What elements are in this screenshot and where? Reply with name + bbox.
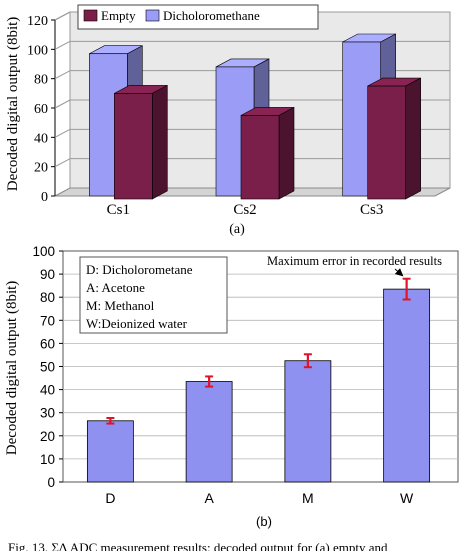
- errorbar-b-m: [303, 353, 312, 369]
- chart-b-ytick-label: 90: [40, 267, 55, 282]
- chart-b-xtick-label: D: [105, 490, 115, 506]
- chart-a-gridline-diag: [54, 158, 71, 168]
- chart-b-ytick-label: 30: [40, 406, 55, 421]
- legend-entry-w: W:Deionized water: [86, 316, 188, 331]
- bar-b-d: [86, 420, 134, 483]
- chart-a-ytick-label: 20: [34, 161, 48, 176]
- chart-a-ylabel: Decoded digital output (8bit): [5, 17, 21, 192]
- chart-a-panel-label: (a): [229, 222, 245, 237]
- chart-b: 0 10 20 30 40 50 60 70 80 90 100 D A M W Decoded digi…: [4, 244, 459, 529]
- bar-b-m: [284, 360, 332, 483]
- chart-b-ytick-label: 60: [40, 336, 55, 351]
- chart-a-ytick-label: 100: [27, 43, 48, 58]
- chart-b-legend: D: Dicholorometane A: Acetone M: Methano…: [79, 256, 228, 334]
- chart-b-ytick-label: 10: [40, 452, 55, 467]
- legend-swatch-dicholoromethane: [145, 9, 160, 22]
- bar-a-cs2-empty-side: [278, 106, 295, 200]
- chart-a-ytick-label: 40: [34, 131, 48, 146]
- chart-a-ytick-label: 0: [41, 190, 48, 205]
- bar-b-a: [185, 381, 233, 483]
- bar-a-cs3-empty-side: [405, 77, 421, 200]
- chart-b-ylabel: Decoded digital output (8bit): [4, 281, 20, 456]
- bar-a-cs3-empty: [367, 85, 406, 200]
- legend-entry-a: A: Acetone: [86, 280, 145, 295]
- bar-a-cs2-empty: [240, 115, 280, 200]
- annotation-max-error: Maximum error in recorded results: [267, 254, 442, 268]
- errorbar-b-w: [402, 277, 411, 301]
- legend-swatch-empty: [83, 9, 98, 22]
- annotation-arrow: [394, 268, 404, 277]
- chart-b-ytick-label: 70: [40, 313, 55, 328]
- chart-a-ytick-label: 80: [34, 73, 48, 88]
- chart-a: 0 20 40 60 80 100 120 Cs1 Cs2 Cs3 Decoded digita…: [5, 4, 451, 237]
- chart-a-gridline-diag: [54, 40, 71, 50]
- chart-b-ytick-label: 50: [40, 360, 55, 375]
- chart-a-gridline-diag: [54, 99, 71, 109]
- chart-a-ytick-label: 120: [27, 14, 48, 29]
- errorbar-b-a: [205, 375, 214, 388]
- chart-a-ytick-label: 60: [34, 102, 48, 117]
- chart-b-xtick-label: W: [400, 490, 414, 506]
- figure-caption: Fig. 13. ΣΔ ADC measurement results: dec…: [8, 540, 388, 551]
- chart-b-ytick-label: 40: [40, 383, 55, 398]
- errorbar-b-d: [106, 417, 115, 425]
- chart-b-xtick-label: M: [302, 490, 314, 506]
- chart-a-gridline-diag: [54, 128, 71, 138]
- chart-a-xtick-label: Cs1: [107, 202, 130, 218]
- chart-b-ytick-label: 100: [32, 244, 55, 259]
- chart-b-ytick-label: 80: [40, 290, 55, 305]
- legend-entry-m: M: Methanol: [86, 298, 155, 313]
- chart-a-xtick-label: Cs2: [233, 202, 256, 218]
- chart-a-legend: Empty Dicholoromethane: [77, 4, 319, 30]
- legend-label-empty: Empty: [101, 8, 136, 23]
- legend-entry-d: D: Dicholorometane: [86, 262, 193, 277]
- chart-b-ytick-label: 0: [47, 475, 55, 490]
- legend-label-dicholoromethane: Dicholoromethane: [163, 8, 260, 23]
- chart-b-xtick-label: A: [204, 490, 214, 506]
- chart-b-panel-label: (b): [256, 514, 272, 529]
- bar-a-cs1-empty: [114, 93, 153, 200]
- bar-b-w: [383, 288, 431, 483]
- chart-a-gridline-diag: [54, 70, 71, 80]
- chart-a-gridline-diag: [54, 11, 71, 21]
- chart-b-ytick-label: 20: [40, 429, 55, 444]
- chart-a-xtick-label: Cs3: [360, 202, 383, 218]
- bar-a-cs1-empty-side: [152, 84, 168, 200]
